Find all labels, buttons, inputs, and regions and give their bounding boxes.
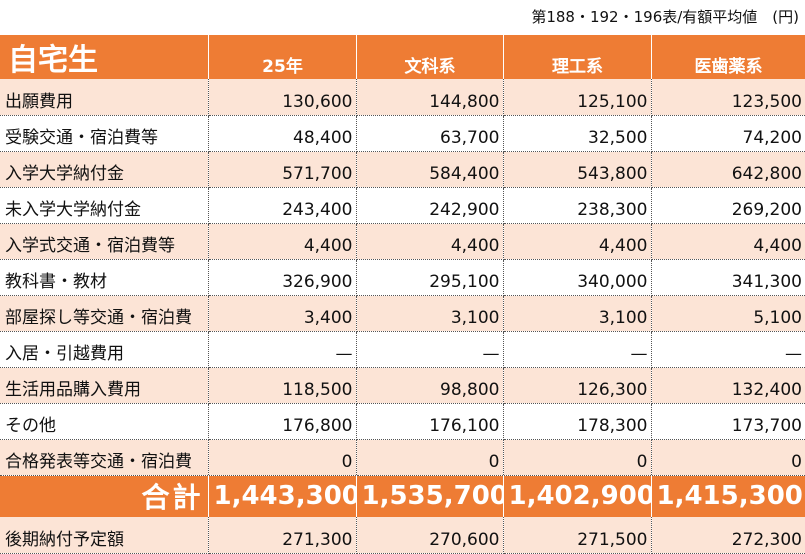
row-label: 合格発表等交通・宿泊費 xyxy=(0,439,209,476)
deferred-payment-row: 後期納付予定額 271,300 270,600 271,500 272,300 xyxy=(0,517,805,554)
row-label: 入学大学納付金 xyxy=(0,151,209,188)
cell-value: 543,800 xyxy=(503,151,652,188)
column-header-rikokei: 理工系 xyxy=(503,35,652,79)
cell-value: 271,300 xyxy=(208,517,357,554)
cell-value: 178,300 xyxy=(503,403,652,440)
cell-value: 132,400 xyxy=(651,367,805,404)
table-source-note: 第188・192・196表/有額平均値 (円) xyxy=(531,8,799,26)
total-value: 1,402,900 xyxy=(503,475,652,517)
table-row: 出願費用 130,600 144,800 125,100 123,500 xyxy=(0,79,805,116)
cell-value: 176,800 xyxy=(208,403,357,440)
cell-value: 144,800 xyxy=(356,79,504,116)
header-row: 自宅生 25年 文科系 理工系 医歯薬系 xyxy=(0,35,805,79)
cell-value: 584,400 xyxy=(356,151,504,188)
total-value: 1,415,300 xyxy=(651,475,805,517)
row-label: その他 xyxy=(0,403,209,440)
cell-value: 243,400 xyxy=(208,187,357,224)
cell-value: 238,300 xyxy=(503,187,652,224)
cell-value: 3,100 xyxy=(356,295,504,332)
table-row: 合格発表等交通・宿泊費 0 0 0 0 xyxy=(0,439,805,476)
cell-value: 4,400 xyxy=(651,223,805,260)
table-row: 部屋探し等交通・宿泊費 3,400 3,100 3,100 5,100 xyxy=(0,295,805,332)
cell-value: 272,300 xyxy=(651,517,805,554)
cell-value: 32,500 xyxy=(503,115,652,152)
total-value: 1,443,300 xyxy=(208,475,357,517)
cell-value: 242,900 xyxy=(356,187,504,224)
row-label: 教科書・教材 xyxy=(0,259,209,296)
cell-value: 125,100 xyxy=(503,79,652,116)
expense-table: 自宅生 25年 文科系 理工系 医歯薬系 出願費用 130,600 144,80… xyxy=(0,35,805,554)
table-title: 自宅生 xyxy=(0,35,209,79)
table-row: 受験交通・宿泊費等 48,400 63,700 32,500 74,200 xyxy=(0,115,805,152)
cell-value: 123,500 xyxy=(651,79,805,116)
column-header-25nen: 25年 xyxy=(208,35,357,79)
table-row: 教科書・教材 326,900 295,100 340,000 341,300 xyxy=(0,259,805,296)
cell-value: 4,400 xyxy=(208,223,357,260)
row-label: 生活用品購入費用 xyxy=(0,367,209,404)
cell-value: 0 xyxy=(208,439,357,476)
table-row: その他 176,800 176,100 178,300 173,700 xyxy=(0,403,805,440)
cell-value: 3,400 xyxy=(208,295,357,332)
cell-value: 0 xyxy=(503,439,652,476)
row-label: 入居・引越費用 xyxy=(0,331,209,368)
cell-value: 74,200 xyxy=(651,115,805,152)
cell-value: 269,200 xyxy=(651,187,805,224)
cell-value: 571,700 xyxy=(208,151,357,188)
row-label: 受験交通・宿泊費等 xyxy=(0,115,209,152)
cell-value: — xyxy=(356,331,504,368)
cell-value: 176,100 xyxy=(356,403,504,440)
total-row: 合計 1,443,300 1,535,700 1,402,900 1,415,3… xyxy=(0,475,805,517)
table-row: 未入学大学納付金 243,400 242,900 238,300 269,200 xyxy=(0,187,805,224)
cell-value: 295,100 xyxy=(356,259,504,296)
cell-value: — xyxy=(651,331,805,368)
cell-value: 3,100 xyxy=(503,295,652,332)
cell-value: 63,700 xyxy=(356,115,504,152)
cell-value: 48,400 xyxy=(208,115,357,152)
cell-value: 326,900 xyxy=(208,259,357,296)
cell-value: — xyxy=(503,331,652,368)
row-label: 入学式交通・宿泊費等 xyxy=(0,223,209,260)
total-label: 合計 xyxy=(0,475,209,517)
table-row: 入居・引越費用 — — — — xyxy=(0,331,805,368)
cell-value: 4,400 xyxy=(503,223,652,260)
cell-value: 118,500 xyxy=(208,367,357,404)
total-value: 1,535,700 xyxy=(356,475,504,517)
cell-value: 0 xyxy=(651,439,805,476)
row-label: 部屋探し等交通・宿泊費 xyxy=(0,295,209,332)
row-label: 後期納付予定額 xyxy=(0,517,209,554)
cell-value: 642,800 xyxy=(651,151,805,188)
cell-value: 271,500 xyxy=(503,517,652,554)
cell-value: 130,600 xyxy=(208,79,357,116)
cell-value: 340,000 xyxy=(503,259,652,296)
cell-value: 4,400 xyxy=(356,223,504,260)
column-header-bunkakei: 文科系 xyxy=(356,35,504,79)
table-row: 生活用品購入費用 118,500 98,800 126,300 132,400 xyxy=(0,367,805,404)
cell-value: 5,100 xyxy=(651,295,805,332)
cell-value: 0 xyxy=(356,439,504,476)
cell-value: — xyxy=(208,331,357,368)
cell-value: 126,300 xyxy=(503,367,652,404)
cell-value: 98,800 xyxy=(356,367,504,404)
cell-value: 341,300 xyxy=(651,259,805,296)
row-label: 出願費用 xyxy=(0,79,209,116)
table-row: 入学式交通・宿泊費等 4,400 4,400 4,400 4,400 xyxy=(0,223,805,260)
column-header-ishiyakukei: 医歯薬系 xyxy=(651,35,805,79)
row-label: 未入学大学納付金 xyxy=(0,187,209,224)
table-row: 入学大学納付金 571,700 584,400 543,800 642,800 xyxy=(0,151,805,188)
cell-value: 173,700 xyxy=(651,403,805,440)
cell-value: 270,600 xyxy=(356,517,504,554)
